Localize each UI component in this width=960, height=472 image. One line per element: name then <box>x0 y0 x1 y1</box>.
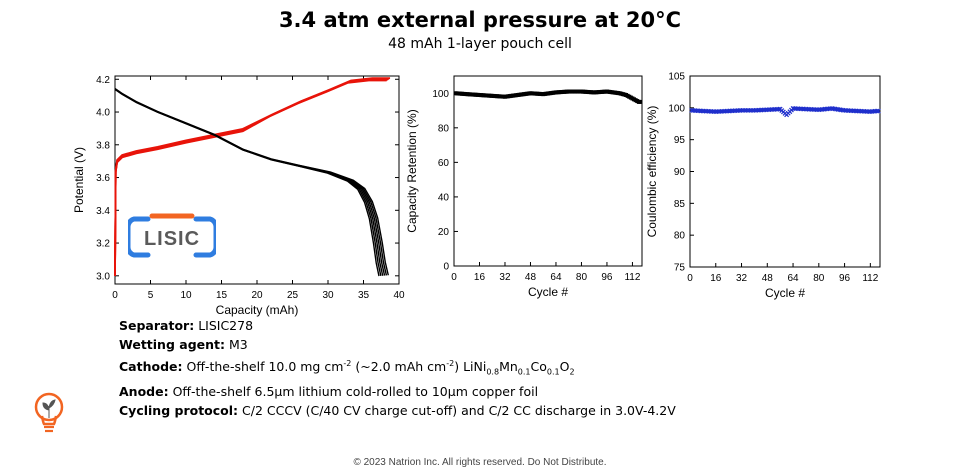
x-tick-label: 112 <box>624 272 640 283</box>
y-axis-label: Coulombic efficiency (%) <box>645 106 659 238</box>
x-tick-label: 5 <box>148 290 154 301</box>
y-tick-label: 95 <box>674 135 686 146</box>
y-axis-label: Capacity Retention (%) <box>405 109 419 232</box>
x-axis-label: Cycle # <box>765 286 805 300</box>
spec-wetting-agent: Wetting agent: M3 <box>119 337 248 352</box>
x-tick-label: 15 <box>216 290 228 301</box>
x-tick-label: 25 <box>287 290 299 301</box>
x-tick-label: 64 <box>787 273 799 284</box>
voltage-profile-chart: 0 5 10 15 20 25 30 35 40 3.0 3.2 3.4 3.6 3.8 4.0 4.2 Cap… <box>72 75 405 317</box>
x-tick-label: 40 <box>393 290 405 301</box>
lisic-logo: LISIC <box>128 213 216 258</box>
y-tick-label: 75 <box>674 263 686 274</box>
x-tick-label: 35 <box>358 290 370 301</box>
cell-specs: Separator: LISIC278 Wetting agent: M3 Ca… <box>119 316 676 420</box>
x-tick-label: 16 <box>710 273 722 284</box>
y-tick-label: 90 <box>674 167 686 178</box>
y-tick-label: 0 <box>443 262 449 273</box>
x-tick-label: 96 <box>839 273 851 284</box>
ce-point <box>776 106 781 112</box>
x-axis-label: Capacity (mAh) <box>216 303 299 317</box>
x-tick-label: 64 <box>550 272 562 283</box>
y-tick-label: 40 <box>438 192 450 203</box>
x-tick-label: 0 <box>687 273 693 284</box>
y-tick-label: 3.4 <box>96 206 110 217</box>
x-tick-label: 48 <box>525 272 537 283</box>
y-tick-label: 60 <box>438 158 450 169</box>
x-tick-label: 0 <box>451 272 457 283</box>
retention-point <box>638 99 643 104</box>
y-tick-label: 20 <box>438 227 450 238</box>
plot-frame <box>689 75 881 268</box>
ce-point <box>874 108 880 114</box>
y-tick-label: 80 <box>438 123 450 134</box>
y-tick-label: 100 <box>668 103 685 114</box>
y-tick-label: 4.0 <box>96 108 110 119</box>
copyright-footer: © 2023 Natrion Inc. All rights reserved.… <box>353 457 607 468</box>
x-tick-label: 20 <box>251 290 263 301</box>
x-tick-label: 10 <box>180 290 192 301</box>
capacity-retention-chart: 0 16 32 48 64 80 96 112 0 20 40 60 80 100 Cycle # Capac… <box>405 75 643 299</box>
y-tick-label: 3.6 <box>96 173 110 184</box>
discharge-curve <box>114 87 389 276</box>
y-axis-label: Potential (V) <box>72 147 86 213</box>
lightbulb-icon <box>34 392 64 433</box>
ce-point <box>875 108 881 114</box>
y-tick-label: 4.2 <box>96 75 110 86</box>
y-tick-label: 80 <box>674 231 686 242</box>
coulombic-efficiency-chart: 0 16 32 48 64 80 96 112 75 80 85 90 95 100 105 Cycle # C… <box>645 72 881 300</box>
spec-cycling-protocol: Cycling protocol: C/2 CCCV (C/40 CV char… <box>119 402 676 418</box>
page-subtitle: 48 mAh 1-layer pouch cell <box>388 36 572 52</box>
x-tick-label: 32 <box>499 272 511 283</box>
y-tick-label: 3.0 <box>96 271 110 282</box>
y-tick-label: 3.2 <box>96 239 110 250</box>
x-tick-label: 16 <box>474 272 486 283</box>
y-tick-label: 100 <box>432 89 449 100</box>
x-tick-label: 96 <box>601 272 613 283</box>
x-tick-label: 0 <box>112 290 118 301</box>
x-axis-label: Cycle # <box>528 285 568 299</box>
page-title: 3.4 atm external pressure at 20°C <box>278 8 682 32</box>
plot-frame <box>453 75 643 267</box>
spec-cathode: Cathode: Off-the-shelf 10.0 mg cm-2 (~2.… <box>119 359 575 377</box>
y-tick-label: 3.8 <box>96 140 110 151</box>
x-tick-label: 112 <box>862 273 878 284</box>
x-tick-label: 80 <box>576 272 588 283</box>
spec-anode: Anode: Off-the-shelf 6.5µm lithium cold-… <box>119 383 539 399</box>
y-tick-label: 85 <box>674 199 686 210</box>
y-tick-label: 105 <box>668 72 685 83</box>
x-tick-label: 80 <box>813 273 825 284</box>
x-tick-label: 32 <box>736 273 748 284</box>
spec-separator: Separator: LISIC278 <box>119 318 254 333</box>
logo-text: LISIC <box>144 228 200 250</box>
x-tick-label: 48 <box>762 273 774 284</box>
x-tick-label: 30 <box>322 290 334 301</box>
